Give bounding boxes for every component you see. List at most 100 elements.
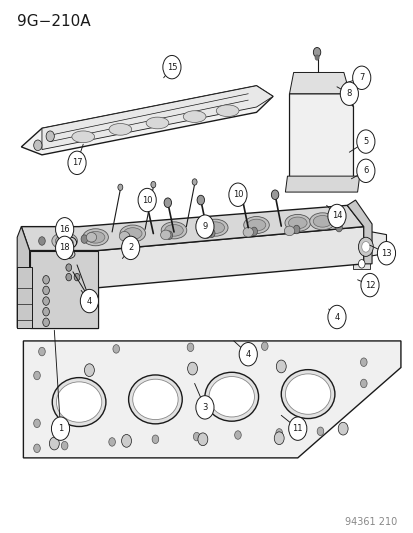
Circle shape	[275, 360, 285, 373]
Ellipse shape	[133, 379, 178, 419]
Ellipse shape	[280, 369, 334, 418]
Circle shape	[66, 273, 71, 281]
Polygon shape	[21, 205, 363, 251]
Ellipse shape	[109, 124, 131, 135]
Ellipse shape	[285, 374, 330, 414]
Polygon shape	[29, 227, 363, 288]
Circle shape	[113, 345, 119, 353]
Circle shape	[288, 417, 306, 440]
Circle shape	[187, 343, 193, 352]
Circle shape	[43, 276, 49, 284]
Circle shape	[74, 273, 80, 281]
Circle shape	[43, 297, 49, 305]
Ellipse shape	[284, 214, 310, 231]
Circle shape	[43, 286, 49, 295]
Ellipse shape	[284, 226, 294, 236]
Text: 8: 8	[346, 89, 351, 98]
Circle shape	[195, 215, 214, 238]
Circle shape	[273, 432, 283, 445]
Circle shape	[143, 200, 150, 210]
Circle shape	[152, 435, 158, 443]
Circle shape	[150, 181, 155, 188]
Ellipse shape	[52, 232, 77, 249]
Ellipse shape	[64, 239, 73, 246]
Ellipse shape	[247, 219, 265, 231]
Circle shape	[361, 241, 369, 252]
Circle shape	[43, 318, 49, 327]
Polygon shape	[42, 86, 272, 150]
Circle shape	[261, 342, 268, 351]
Circle shape	[43, 308, 49, 316]
Text: 10: 10	[142, 196, 152, 205]
Text: 6: 6	[362, 166, 368, 175]
Circle shape	[352, 66, 370, 90]
Circle shape	[377, 241, 394, 265]
Ellipse shape	[243, 216, 268, 233]
Polygon shape	[285, 176, 359, 192]
Ellipse shape	[313, 215, 331, 227]
Circle shape	[250, 227, 257, 236]
Text: 16: 16	[59, 225, 70, 234]
Polygon shape	[347, 200, 371, 264]
Circle shape	[33, 371, 40, 379]
Circle shape	[66, 264, 71, 271]
Circle shape	[49, 437, 59, 450]
Circle shape	[55, 236, 74, 260]
Circle shape	[81, 235, 88, 244]
Polygon shape	[289, 94, 353, 179]
Circle shape	[195, 395, 214, 419]
Text: 15: 15	[166, 63, 177, 71]
Text: 4: 4	[334, 312, 339, 321]
Circle shape	[228, 183, 247, 206]
Ellipse shape	[202, 229, 211, 238]
Circle shape	[208, 229, 214, 238]
Ellipse shape	[183, 111, 206, 123]
Ellipse shape	[128, 375, 182, 424]
Polygon shape	[353, 259, 369, 269]
Text: 10: 10	[232, 190, 242, 199]
Circle shape	[238, 192, 245, 202]
Circle shape	[360, 358, 366, 367]
Text: 17: 17	[71, 158, 82, 167]
Circle shape	[121, 434, 131, 447]
Circle shape	[327, 204, 345, 228]
Text: 5: 5	[362, 137, 368, 146]
Ellipse shape	[146, 117, 169, 129]
Circle shape	[313, 47, 320, 57]
Circle shape	[337, 422, 347, 435]
Circle shape	[360, 273, 378, 297]
Circle shape	[33, 444, 40, 453]
Ellipse shape	[160, 230, 171, 240]
Circle shape	[187, 362, 197, 375]
Ellipse shape	[161, 222, 186, 239]
Polygon shape	[289, 72, 353, 107]
Ellipse shape	[55, 235, 74, 247]
Text: 14: 14	[331, 212, 342, 221]
Text: 12: 12	[364, 280, 374, 289]
Circle shape	[197, 195, 204, 205]
Circle shape	[138, 188, 156, 212]
Circle shape	[84, 364, 94, 376]
Circle shape	[316, 427, 323, 435]
Circle shape	[197, 433, 207, 446]
Circle shape	[61, 441, 68, 450]
Ellipse shape	[62, 250, 75, 259]
Circle shape	[327, 305, 345, 329]
Circle shape	[271, 190, 278, 199]
Ellipse shape	[209, 376, 254, 417]
Ellipse shape	[309, 213, 335, 230]
Ellipse shape	[119, 231, 129, 241]
Circle shape	[234, 431, 241, 439]
Circle shape	[356, 130, 374, 154]
Circle shape	[38, 348, 45, 356]
Ellipse shape	[242, 228, 253, 237]
Circle shape	[335, 223, 342, 232]
Ellipse shape	[120, 225, 145, 242]
Circle shape	[51, 417, 69, 440]
Ellipse shape	[204, 372, 258, 421]
Text: 18: 18	[59, 244, 70, 253]
Ellipse shape	[123, 228, 142, 239]
Ellipse shape	[86, 232, 96, 242]
Circle shape	[193, 432, 199, 441]
Polygon shape	[342, 232, 386, 261]
